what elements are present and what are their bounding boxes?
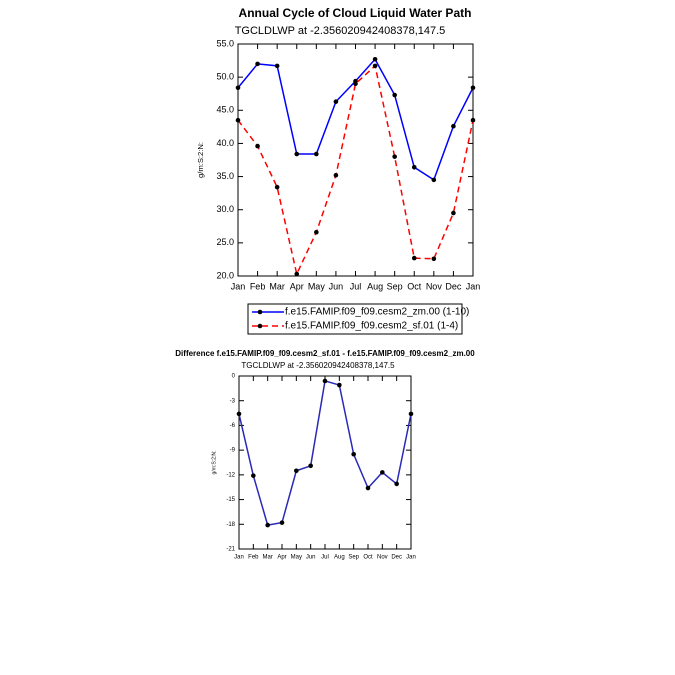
data-point — [294, 151, 300, 157]
data-point — [392, 92, 397, 98]
x-tick-label: May — [308, 281, 326, 291]
data-point — [294, 468, 299, 474]
data-point — [255, 143, 260, 149]
data-point — [408, 411, 414, 417]
data-point — [392, 154, 397, 159]
data-point — [274, 63, 280, 69]
y-tick-label: -18 — [226, 522, 235, 528]
legend-marker — [257, 309, 263, 315]
data-point — [308, 463, 313, 469]
x-tick-label: Dec — [391, 555, 402, 561]
legend-label: f.e15.FAMIP.f09_f09.cesm2_zm.00 (1-10) — [285, 307, 469, 318]
data-point — [314, 229, 319, 235]
x-tick-label: Feb — [250, 281, 266, 291]
x-tick-label: Oct — [363, 555, 373, 561]
y-tick-label: 40.0 — [216, 138, 234, 148]
plot-frame — [238, 375, 412, 550]
plot-frame — [237, 43, 474, 277]
data-point — [251, 473, 256, 478]
data-point — [235, 85, 241, 91]
chart-title: Difference f.e15.FAMIP.f09_f09.cesm2_sf.… — [175, 349, 475, 358]
x-tick-label: Jan — [234, 555, 244, 561]
data-point — [411, 164, 417, 170]
data-point — [470, 85, 476, 91]
x-tick-label: Mar — [269, 281, 285, 291]
data-point — [351, 451, 356, 457]
x-tick-label: Aug — [367, 281, 383, 291]
x-tick-label: Jan — [231, 281, 246, 291]
x-tick-label: Jan — [466, 281, 481, 291]
chart-title: Annual Cycle of Cloud Liquid Water Path — [239, 6, 472, 20]
data-point — [470, 117, 476, 123]
y-tick-label: 0 — [232, 374, 236, 380]
data-point — [451, 123, 456, 129]
x-tick-label: Sep — [348, 555, 359, 561]
data-point — [314, 151, 319, 157]
chart-subtitle: TGCLDLWP at -2.356020942408378,147.5 — [241, 361, 395, 370]
data-point — [294, 271, 300, 277]
series-line — [237, 57, 474, 182]
y-tick-label: -9 — [230, 448, 236, 454]
x-tick-label: Jul — [321, 555, 329, 561]
x-tick-label: Oct — [407, 281, 422, 291]
x-tick-label: Feb — [248, 555, 259, 561]
x-tick-label: Apr — [277, 555, 286, 561]
y-tick-label: -21 — [226, 547, 235, 553]
data-point — [372, 63, 378, 69]
x-tick-label: Jun — [306, 555, 316, 561]
data-point — [279, 520, 285, 525]
data-point — [353, 81, 358, 87]
data-point — [274, 184, 280, 190]
data-point — [431, 177, 437, 183]
legend-box — [247, 303, 463, 335]
y-tick-label: 25.0 — [216, 237, 234, 247]
chart-subtitle: TGCLDLWP at -2.356020942408378,147.5 — [235, 25, 446, 37]
data-point — [235, 117, 241, 123]
x-tick-label: Sep — [387, 281, 403, 291]
x-tick-label: Dec — [445, 281, 462, 291]
data-point — [451, 210, 456, 216]
y-tick-label: 50.0 — [216, 72, 234, 82]
data-point — [265, 522, 270, 528]
x-tick-label: Aug — [334, 555, 345, 561]
y-axis-label: g/m:S:2:N: — [211, 450, 217, 474]
x-tick-label: Jul — [350, 281, 362, 291]
legend-marker — [257, 323, 263, 329]
x-tick-label: Jun — [329, 281, 344, 291]
x-tick-label: Nov — [426, 281, 443, 291]
data-point — [394, 481, 399, 487]
x-tick-label: May — [291, 555, 302, 561]
y-tick-label: 30.0 — [216, 204, 234, 214]
data-point — [337, 382, 342, 388]
x-tick-label: Apr — [290, 281, 304, 291]
data-point — [236, 411, 242, 417]
data-point — [255, 61, 260, 67]
y-tick-label: 20.0 — [216, 270, 234, 280]
y-tick-label: -15 — [226, 497, 235, 503]
y-tick-label: 35.0 — [216, 171, 234, 181]
y-tick-label: -3 — [230, 398, 236, 404]
x-tick-label: Nov — [377, 555, 388, 561]
y-tick-label: 55.0 — [216, 38, 234, 48]
data-point — [333, 172, 339, 178]
y-tick-label: -12 — [226, 472, 235, 478]
y-tick-label: -6 — [230, 423, 236, 429]
data-point — [431, 256, 437, 262]
x-tick-label: Mar — [262, 555, 272, 561]
x-tick-label: Jan — [406, 555, 416, 561]
data-point — [372, 56, 378, 62]
data-point — [333, 99, 339, 104]
data-point — [380, 470, 385, 475]
legend-label: f.e15.FAMIP.f09_f09.cesm2_sf.01 (1-4) — [285, 321, 458, 332]
series-line — [238, 379, 412, 526]
y-axis-label: g/m:S:2:N: — [196, 142, 205, 178]
y-tick-label: 45.0 — [216, 105, 234, 115]
data-point — [322, 378, 328, 384]
data-point — [411, 255, 417, 261]
data-point — [365, 485, 371, 491]
